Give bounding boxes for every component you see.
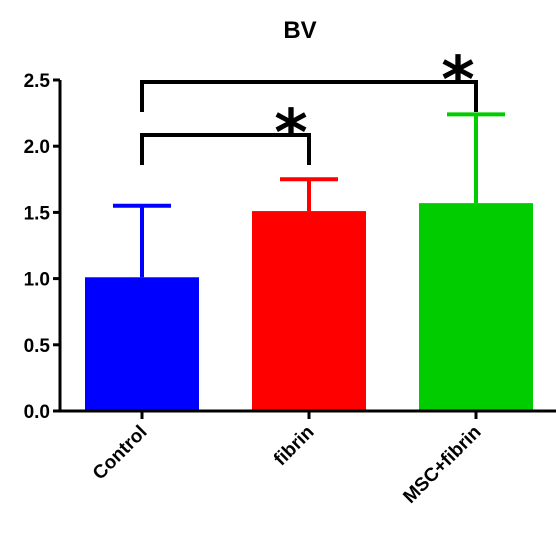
significance-bracket bbox=[140, 132, 311, 165]
bars-group bbox=[85, 203, 533, 411]
axes bbox=[53, 78, 556, 419]
y-tick-label: 0.0 bbox=[24, 402, 50, 423]
x-axis-labels: Control fibrin MSC+fibrin bbox=[89, 422, 486, 508]
chart-title: BV bbox=[283, 17, 316, 44]
significance-star: * bbox=[441, 44, 474, 118]
y-tick-label: 0.5 bbox=[24, 336, 51, 357]
x-tick-label: Control bbox=[89, 422, 152, 485]
error-bars-group bbox=[113, 112, 505, 278]
x-tick-label: fibrin bbox=[270, 422, 318, 470]
y-tick-label: 1.0 bbox=[24, 270, 50, 291]
y-axis-ticks: 0.0 0.5 1.0 1.5 2.0 2.5 bbox=[24, 71, 51, 423]
bar-control bbox=[85, 277, 199, 411]
y-tick-label: 2.5 bbox=[24, 71, 51, 92]
y-tick-label: 2.0 bbox=[24, 137, 50, 158]
bar-fibrin bbox=[252, 211, 366, 411]
significance-bracket bbox=[140, 80, 478, 112]
y-tick-label: 1.5 bbox=[24, 203, 51, 224]
bar-msc-fibrin bbox=[419, 203, 533, 411]
x-tick-label: MSC+fibrin bbox=[399, 422, 485, 508]
significance-brackets: ** bbox=[140, 44, 478, 171]
significance-star: * bbox=[274, 97, 307, 171]
